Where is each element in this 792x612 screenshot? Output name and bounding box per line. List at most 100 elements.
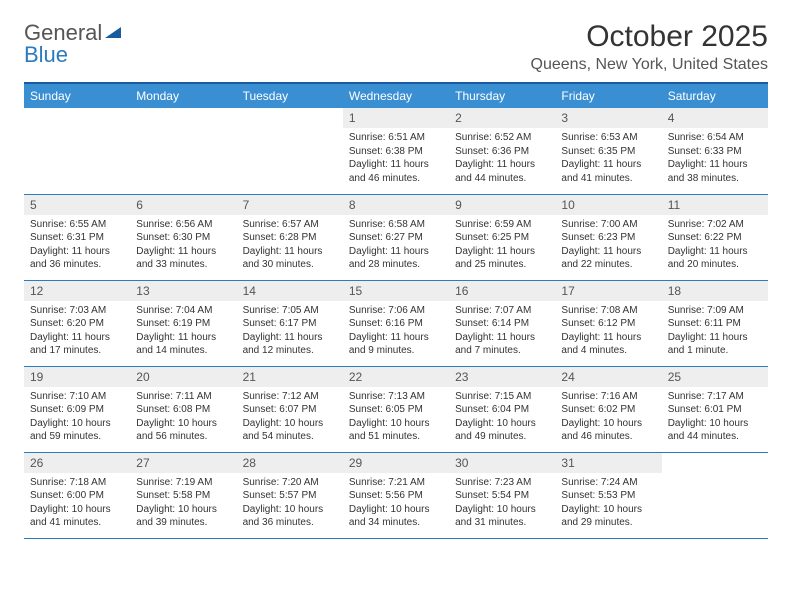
- day-number: 30: [449, 453, 555, 473]
- sunrise-text: Sunrise: 6:55 AM: [30, 218, 124, 232]
- calendar-cell: 22Sunrise: 7:13 AMSunset: 6:05 PMDayligh…: [343, 366, 449, 452]
- sunrise-text: Sunrise: 7:09 AM: [668, 304, 762, 318]
- day-number: 18: [662, 281, 768, 301]
- calendar-week-row: 5Sunrise: 6:55 AMSunset: 6:31 PMDaylight…: [24, 194, 768, 280]
- day-details: Sunrise: 7:24 AMSunset: 5:53 PMDaylight:…: [555, 473, 661, 534]
- day-number: 1: [343, 108, 449, 128]
- month-year: October 2025: [531, 20, 768, 54]
- daylight-text: Daylight: 10 hours and 41 minutes.: [30, 503, 124, 530]
- day-details: Sunrise: 7:05 AMSunset: 6:17 PMDaylight:…: [237, 301, 343, 362]
- day-details: Sunrise: 7:16 AMSunset: 6:02 PMDaylight:…: [555, 387, 661, 448]
- sunset-text: Sunset: 6:27 PM: [349, 231, 443, 245]
- sunset-text: Sunset: 6:11 PM: [668, 317, 762, 331]
- calendar-cell: 19Sunrise: 7:10 AMSunset: 6:09 PMDayligh…: [24, 366, 130, 452]
- day-number: 4: [662, 108, 768, 128]
- day-number: 8: [343, 195, 449, 215]
- sunrise-text: Sunrise: 7:20 AM: [243, 476, 337, 490]
- daylight-text: Daylight: 11 hours and 7 minutes.: [455, 331, 549, 358]
- calendar-cell: 31Sunrise: 7:24 AMSunset: 5:53 PMDayligh…: [555, 452, 661, 538]
- calendar-cell: 4Sunrise: 6:54 AMSunset: 6:33 PMDaylight…: [662, 108, 768, 194]
- day-details: Sunrise: 6:54 AMSunset: 6:33 PMDaylight:…: [662, 128, 768, 189]
- day-details: Sunrise: 7:19 AMSunset: 5:58 PMDaylight:…: [130, 473, 236, 534]
- calendar-page: General Blue October 2025 Queens, New Yo…: [0, 0, 792, 559]
- day-number: 23: [449, 367, 555, 387]
- daylight-text: Daylight: 10 hours and 29 minutes.: [561, 503, 655, 530]
- day-details: Sunrise: 7:15 AMSunset: 6:04 PMDaylight:…: [449, 387, 555, 448]
- sunset-text: Sunset: 6:19 PM: [136, 317, 230, 331]
- sunrise-text: Sunrise: 6:51 AM: [349, 131, 443, 145]
- calendar-cell: 12Sunrise: 7:03 AMSunset: 6:20 PMDayligh…: [24, 280, 130, 366]
- calendar-week-row: 12Sunrise: 7:03 AMSunset: 6:20 PMDayligh…: [24, 280, 768, 366]
- calendar-cell: 28Sunrise: 7:20 AMSunset: 5:57 PMDayligh…: [237, 452, 343, 538]
- day-number: 29: [343, 453, 449, 473]
- day-details: Sunrise: 6:53 AMSunset: 6:35 PMDaylight:…: [555, 128, 661, 189]
- daylight-text: Daylight: 11 hours and 38 minutes.: [668, 158, 762, 185]
- sunset-text: Sunset: 6:09 PM: [30, 403, 124, 417]
- sunrise-text: Sunrise: 7:02 AM: [668, 218, 762, 232]
- sunrise-text: Sunrise: 7:03 AM: [30, 304, 124, 318]
- daylight-text: Daylight: 10 hours and 44 minutes.: [668, 417, 762, 444]
- daylight-text: Daylight: 10 hours and 34 minutes.: [349, 503, 443, 530]
- day-number: 20: [130, 367, 236, 387]
- day-details: Sunrise: 6:55 AMSunset: 6:31 PMDaylight:…: [24, 215, 130, 276]
- sunrise-text: Sunrise: 7:11 AM: [136, 390, 230, 404]
- day-details: Sunrise: 7:02 AMSunset: 6:22 PMDaylight:…: [662, 215, 768, 276]
- calendar-cell: 11Sunrise: 7:02 AMSunset: 6:22 PMDayligh…: [662, 194, 768, 280]
- sunrise-text: Sunrise: 6:53 AM: [561, 131, 655, 145]
- title-block: October 2025 Queens, New York, United St…: [531, 20, 768, 74]
- daylight-text: Daylight: 11 hours and 14 minutes.: [136, 331, 230, 358]
- day-details: Sunrise: 6:59 AMSunset: 6:25 PMDaylight:…: [449, 215, 555, 276]
- sunrise-text: Sunrise: 7:23 AM: [455, 476, 549, 490]
- day-number: 2: [449, 108, 555, 128]
- calendar-cell: 5Sunrise: 6:55 AMSunset: 6:31 PMDaylight…: [24, 194, 130, 280]
- logo-word2: Blue: [24, 44, 68, 66]
- day-details: Sunrise: 7:07 AMSunset: 6:14 PMDaylight:…: [449, 301, 555, 362]
- sunrise-text: Sunrise: 7:15 AM: [455, 390, 549, 404]
- sunset-text: Sunset: 6:14 PM: [455, 317, 549, 331]
- sunset-text: Sunset: 6:33 PM: [668, 145, 762, 159]
- sunset-text: Sunset: 6:02 PM: [561, 403, 655, 417]
- daylight-text: Daylight: 10 hours and 46 minutes.: [561, 417, 655, 444]
- daylight-text: Daylight: 11 hours and 30 minutes.: [243, 245, 337, 272]
- sunset-text: Sunset: 6:30 PM: [136, 231, 230, 245]
- day-number: 14: [237, 281, 343, 301]
- day-number: 24: [555, 367, 661, 387]
- daylight-text: Daylight: 10 hours and 54 minutes.: [243, 417, 337, 444]
- day-details: Sunrise: 6:52 AMSunset: 6:36 PMDaylight:…: [449, 128, 555, 189]
- sunrise-text: Sunrise: 7:17 AM: [668, 390, 762, 404]
- day-details: Sunrise: 7:09 AMSunset: 6:11 PMDaylight:…: [662, 301, 768, 362]
- sunset-text: Sunset: 6:20 PM: [30, 317, 124, 331]
- sunset-text: Sunset: 6:00 PM: [30, 489, 124, 503]
- day-details: Sunrise: 6:58 AMSunset: 6:27 PMDaylight:…: [343, 215, 449, 276]
- day-number: 17: [555, 281, 661, 301]
- day-details: Sunrise: 7:11 AMSunset: 6:08 PMDaylight:…: [130, 387, 236, 448]
- day-details: Sunrise: 7:13 AMSunset: 6:05 PMDaylight:…: [343, 387, 449, 448]
- calendar-cell: 29Sunrise: 7:21 AMSunset: 5:56 PMDayligh…: [343, 452, 449, 538]
- sunset-text: Sunset: 6:01 PM: [668, 403, 762, 417]
- sunset-text: Sunset: 5:56 PM: [349, 489, 443, 503]
- sunset-text: Sunset: 5:53 PM: [561, 489, 655, 503]
- weekday-header: Monday: [130, 83, 236, 108]
- day-number: 26: [24, 453, 130, 473]
- daylight-text: Daylight: 11 hours and 17 minutes.: [30, 331, 124, 358]
- sunset-text: Sunset: 6:08 PM: [136, 403, 230, 417]
- sunrise-text: Sunrise: 7:24 AM: [561, 476, 655, 490]
- calendar-cell: 16Sunrise: 7:07 AMSunset: 6:14 PMDayligh…: [449, 280, 555, 366]
- weekday-header: Sunday: [24, 83, 130, 108]
- daylight-text: Daylight: 11 hours and 20 minutes.: [668, 245, 762, 272]
- sunset-text: Sunset: 6:36 PM: [455, 145, 549, 159]
- daylight-text: Daylight: 10 hours and 51 minutes.: [349, 417, 443, 444]
- sunrise-text: Sunrise: 7:10 AM: [30, 390, 124, 404]
- sunset-text: Sunset: 6:05 PM: [349, 403, 443, 417]
- daylight-text: Daylight: 10 hours and 56 minutes.: [136, 417, 230, 444]
- sunrise-text: Sunrise: 7:00 AM: [561, 218, 655, 232]
- sunrise-text: Sunrise: 6:52 AM: [455, 131, 549, 145]
- day-number: 6: [130, 195, 236, 215]
- sunrise-text: Sunrise: 7:19 AM: [136, 476, 230, 490]
- daylight-text: Daylight: 11 hours and 44 minutes.: [455, 158, 549, 185]
- daylight-text: Daylight: 11 hours and 9 minutes.: [349, 331, 443, 358]
- day-details: Sunrise: 7:18 AMSunset: 6:00 PMDaylight:…: [24, 473, 130, 534]
- calendar-cell: 15Sunrise: 7:06 AMSunset: 6:16 PMDayligh…: [343, 280, 449, 366]
- day-number: 22: [343, 367, 449, 387]
- day-number: 10: [555, 195, 661, 215]
